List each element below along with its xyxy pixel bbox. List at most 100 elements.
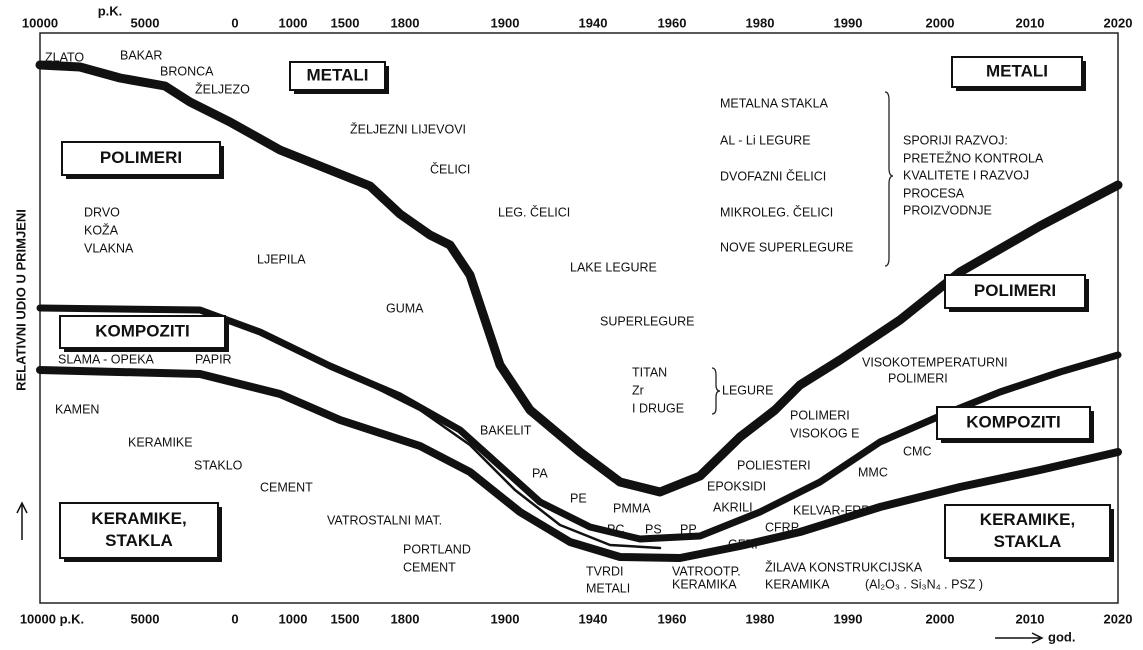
label: KERAMIKA	[672, 577, 737, 591]
label: LJEPILA	[257, 252, 306, 266]
box	[289, 61, 386, 91]
label: CEMENT	[403, 560, 456, 574]
label: VATROOTP.	[672, 564, 741, 578]
label: CMC	[903, 444, 931, 458]
ceramics-curve	[36, 366, 1122, 562]
bottom-axis-label: 10000 p.K.	[20, 611, 84, 626]
label: GUMA	[386, 301, 424, 315]
label: KERAMIKA	[765, 577, 830, 591]
top-axis-label: 1940	[579, 15, 608, 30]
bottom-axis-label: 1990	[834, 611, 863, 626]
label: GFRP	[728, 537, 763, 551]
label: CEMENT	[260, 480, 313, 494]
box-label: POLIMERI	[100, 148, 182, 167]
box-label: KOMPOZITI	[95, 321, 189, 340]
label: VLAKNA	[84, 241, 134, 255]
label: PORTLAND	[403, 542, 471, 556]
label: BRONCA	[160, 64, 214, 78]
bottom-axis-label: 2000	[926, 611, 955, 626]
top-axis-label: 1900	[491, 15, 520, 30]
bottom-axis-label: 1960	[658, 611, 687, 626]
label: I DRUGE	[632, 401, 684, 415]
label: KAMEN	[55, 402, 99, 416]
box	[61, 141, 221, 176]
label: ŽILAVA KONSTRUKCIJSKA	[765, 559, 923, 574]
label: Zr	[632, 383, 644, 397]
label: LEG. ČELICI	[498, 204, 570, 219]
label: PRETEŽNO KONTROLA	[903, 150, 1044, 165]
top-axis-label: 0	[231, 15, 238, 30]
top-axis-label: 1000	[279, 15, 308, 30]
label: CFRP	[765, 520, 799, 534]
label: BAKAR	[120, 48, 162, 62]
label: PAPIR	[195, 352, 232, 366]
label: LEGURE	[722, 383, 773, 397]
top-axis-label: 2000	[926, 15, 955, 30]
top-axis-label: 1980	[746, 15, 775, 30]
label: PROCESA	[903, 186, 965, 200]
box-label: METALI	[306, 65, 368, 84]
label: KOŽA	[84, 222, 119, 237]
label: DVOFAZNI ČELICI	[720, 168, 826, 183]
label: PC	[607, 522, 624, 536]
label: STAKLO	[194, 458, 243, 472]
label: SLAMA - OPEKA	[58, 352, 155, 366]
label: PP	[680, 522, 697, 536]
label: ČELICI	[430, 161, 470, 176]
label: METALI	[586, 581, 630, 595]
label: ZLATO	[45, 50, 84, 64]
box-label: METALI	[986, 61, 1048, 80]
top-axis-label: 1800	[391, 15, 420, 30]
label: MMC	[858, 465, 888, 479]
frame	[39, 32, 1119, 604]
label: PA	[532, 466, 548, 480]
label: BAKELIT	[480, 423, 532, 437]
label: LAKE LEGURE	[570, 260, 657, 274]
top-axis-label: 2010	[1016, 15, 1045, 30]
bracket	[884, 91, 894, 267]
box	[944, 274, 1086, 309]
box	[944, 504, 1111, 559]
bottom-axis-label: 1900	[491, 611, 520, 626]
bottom-axis-label: 0	[231, 611, 238, 626]
box-label: KERAMIKE,	[980, 510, 1075, 529]
label: VISOKOG E	[790, 426, 859, 440]
bottom-axis-label: 1980	[746, 611, 775, 626]
label: SUPERLEGURE	[600, 314, 694, 328]
label: SPORIJI RAZVOJ:	[903, 133, 1008, 147]
bottom-axis-label: 2020	[1104, 611, 1133, 626]
y-axis-label: RELATIVNI UDIO U PRIMJENI	[13, 209, 28, 391]
metals-curve	[35, 60, 1123, 497]
bottom-axis-label: 5000	[131, 611, 160, 626]
label: MIKROLEG. ČELICI	[720, 204, 833, 219]
box-label: KERAMIKE,	[91, 509, 186, 528]
bottom-axis-label: 1000	[279, 611, 308, 626]
label: AL - Li LEGURE	[720, 133, 811, 147]
label: ŽELJEZNI LIJEVOVI	[350, 121, 466, 136]
label: METALNA STAKLA	[720, 96, 829, 110]
top-axis-label: 2020	[1104, 15, 1133, 30]
bottom-axis-label: 1800	[391, 611, 420, 626]
y-arrow	[16, 501, 28, 540]
label: POLIESTERI	[737, 458, 811, 472]
label: AKRILI	[713, 500, 753, 514]
label: POLIMERI	[888, 371, 948, 385]
box	[59, 502, 219, 559]
label: VATROSTALNI MAT.	[327, 513, 442, 527]
top-axis-label: p.K.	[98, 3, 123, 18]
bracket	[711, 367, 721, 415]
label: EPOKSIDI	[707, 479, 766, 493]
bottom-axis-label: 1940	[579, 611, 608, 626]
box-label: POLIMERI	[974, 281, 1056, 300]
top-axis-label: 5000	[131, 15, 160, 30]
label: PROIZVODNJE	[903, 203, 992, 217]
label: KELVAR-FRP	[793, 503, 870, 517]
label: PMMA	[613, 501, 651, 515]
composites-curve	[213, 314, 662, 550]
box-label: STAKLA	[994, 532, 1062, 551]
box-label: STAKLA	[105, 531, 173, 550]
label: ŽELJEZO	[195, 81, 250, 96]
label: POLIMERI	[790, 408, 850, 422]
label: NOVE SUPERLEGURE	[720, 240, 853, 254]
label: PS	[645, 522, 662, 536]
